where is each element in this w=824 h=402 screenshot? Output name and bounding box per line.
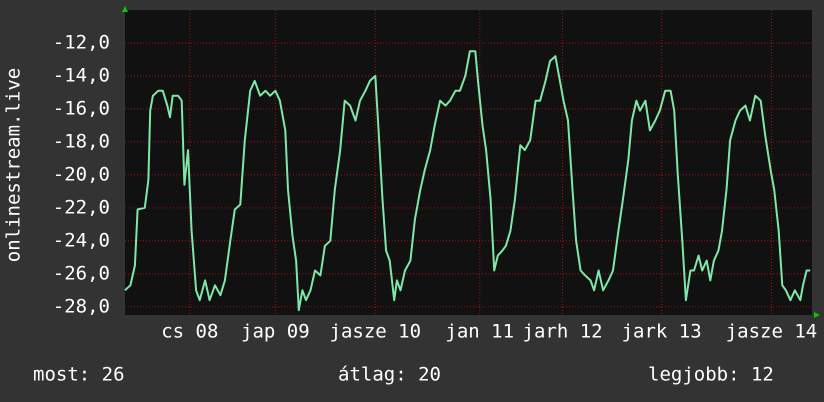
x-tick-label: jarh 12 <box>523 321 603 343</box>
x-tick-label: jap 09 <box>241 321 310 343</box>
y-tick-label: -18,0 <box>53 130 110 152</box>
y-tick-label: -14,0 <box>53 64 110 86</box>
x-tick-label: jark 13 <box>622 321 702 343</box>
x-tick-label: jan 11 <box>445 321 514 343</box>
data-line <box>124 50 811 312</box>
y-tick-label: -12,0 <box>53 31 110 53</box>
x-tick-label: cs 08 <box>161 321 218 343</box>
y-tick-label: -24,0 <box>53 229 110 251</box>
y-tick-label: -22,0 <box>53 196 110 218</box>
stat-average: átlag: 20 <box>338 364 441 386</box>
y-tick-label: -16,0 <box>53 97 110 119</box>
axis-arrow <box>122 6 128 12</box>
y-tick-label: -20,0 <box>53 163 110 185</box>
y-axis-label: onlinestream.live <box>3 68 25 262</box>
x-tick-label: jasze 10 <box>330 321 422 343</box>
y-tick-label: -26,0 <box>53 262 110 284</box>
y-tick-label: -28,0 <box>53 295 110 317</box>
stat-current: most: 26 <box>33 364 125 386</box>
x-tick-label: jasze 14 <box>726 321 818 343</box>
axis-arrow <box>814 312 820 318</box>
stat-best: legjobb: 12 <box>648 364 774 386</box>
